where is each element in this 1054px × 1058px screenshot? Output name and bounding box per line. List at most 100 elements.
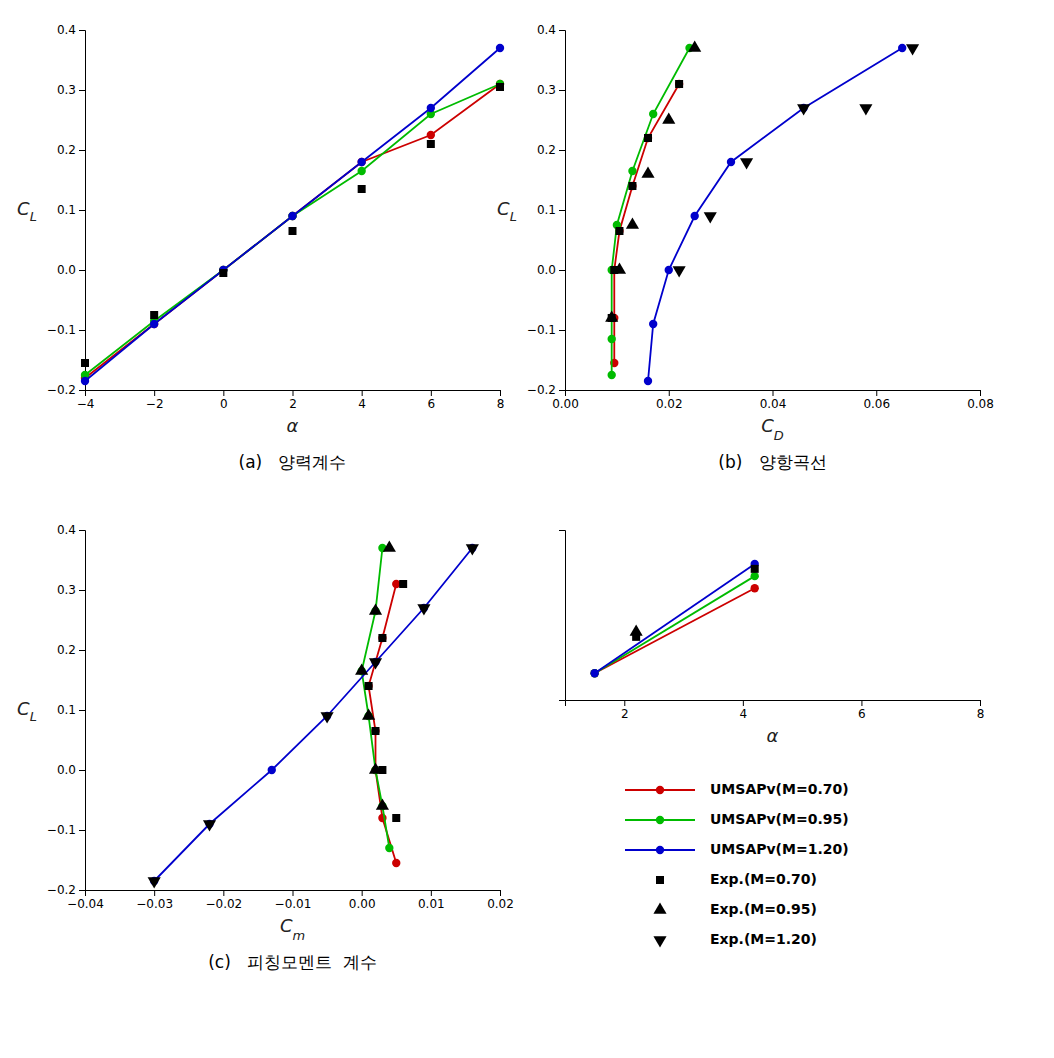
legend-label: UMSAPv(M=1.20)	[710, 841, 849, 857]
line-marker	[288, 212, 296, 220]
y-tick-mark	[559, 330, 565, 331]
series-line	[595, 576, 755, 673]
line-marker	[665, 266, 673, 274]
x-tick-mark	[980, 390, 981, 396]
series-line	[614, 84, 679, 363]
y-tick: 0.0	[57, 263, 85, 277]
line-marker	[590, 669, 598, 677]
y-tick: 0.1	[57, 203, 85, 217]
scatter-point	[427, 140, 435, 148]
line-marker	[357, 158, 365, 166]
series-line	[648, 48, 902, 381]
line-marker	[288, 212, 296, 220]
y-tick-mark	[79, 330, 85, 331]
line-marker	[288, 212, 296, 220]
x-tick: −2	[146, 390, 164, 411]
scatter-point	[289, 227, 297, 235]
panel: −4−202468−0.2−0.10.00.10.20.30.4αCL(a) 양…	[17, 23, 504, 472]
x-tick-mark	[669, 390, 670, 396]
scatter-point	[369, 762, 382, 773]
x-tick-label: 0	[220, 397, 228, 411]
y-tick-label: 0.4	[57, 523, 76, 537]
scatter-point	[376, 798, 389, 809]
x-tick: 0.04	[760, 390, 787, 411]
y-tick-label: 0.0	[537, 263, 556, 277]
x-tick-label: 0.06	[863, 397, 890, 411]
y-tick-mark	[559, 210, 565, 211]
x-axis-title: CD	[761, 415, 784, 443]
y-tick: 0.4	[57, 23, 85, 37]
legend-label: Exp.(M=1.20)	[710, 931, 817, 947]
line-marker	[644, 134, 652, 142]
scatter-point	[859, 104, 872, 115]
x-tick: 4	[740, 700, 748, 721]
x-tick-label: −0.03	[136, 897, 173, 911]
scatter-point	[372, 727, 380, 735]
series-line	[612, 48, 690, 375]
scatter-point	[321, 712, 334, 723]
scatter-point	[392, 814, 400, 822]
plot-area	[590, 560, 758, 678]
scatter-point	[203, 820, 216, 831]
line-marker	[364, 682, 372, 690]
y-tick-label: 0.1	[57, 703, 76, 717]
y-tick-mark	[79, 210, 85, 211]
x-tick-mark	[773, 390, 774, 396]
x-tick-mark	[362, 390, 363, 396]
y-tick-mark	[79, 90, 85, 91]
x-tick-mark	[500, 390, 501, 396]
series-line	[362, 548, 390, 848]
x-tick-label: −0.02	[205, 897, 242, 911]
x-tick: 0.00	[552, 390, 579, 411]
line-marker	[649, 110, 657, 118]
x-tick: 0.02	[656, 390, 683, 411]
x-tick-mark	[154, 390, 155, 396]
line-marker	[496, 44, 504, 52]
x-tick-label: 6	[858, 707, 866, 721]
plot-area	[148, 540, 479, 888]
x-tick-mark	[500, 890, 501, 896]
y-tick: −0.2	[47, 883, 85, 897]
y-tick-mark	[79, 530, 85, 531]
y-tick-label: 0.4	[537, 23, 556, 37]
y-tick-label: −0.1	[47, 823, 76, 837]
scatter-point	[399, 580, 407, 588]
scatter-point	[148, 877, 161, 888]
x-tick: 0.08	[967, 390, 994, 411]
scatter-point	[358, 185, 366, 193]
x-tick-mark	[223, 890, 224, 896]
scatter-point	[797, 104, 810, 115]
y-tick-label: 0.3	[57, 83, 76, 97]
legend-marker	[653, 936, 666, 947]
scatter-point	[417, 604, 430, 615]
y-tick: 0.2	[57, 643, 85, 657]
x-tick-mark	[980, 700, 981, 706]
series-line	[85, 84, 500, 375]
x-axis-title: α	[767, 725, 779, 746]
x-tick-mark	[861, 700, 862, 706]
y-tick-mark	[559, 90, 565, 91]
legend-label: UMSAPv(M=0.95)	[710, 811, 849, 827]
x-tick: −0.03	[136, 890, 173, 911]
legend-marker	[656, 816, 664, 824]
y-tick-label: −0.1	[527, 323, 556, 337]
scatter-point	[369, 603, 382, 614]
y-tick-label: 0.3	[57, 583, 76, 597]
x-tick: 8	[497, 390, 505, 411]
y-tick-label: 0.0	[57, 263, 76, 277]
scatter-point	[369, 658, 382, 669]
y-axis-line	[79, 531, 86, 891]
scatter-point	[605, 310, 618, 321]
y-tick-label: 0.1	[537, 203, 556, 217]
y-tick-mark	[79, 650, 85, 651]
y-tick-label: 0.4	[57, 23, 76, 37]
x-tick: −0.01	[275, 890, 312, 911]
x-tick-label: 6	[428, 397, 436, 411]
y-tick: 0.2	[57, 143, 85, 157]
scatter-point	[644, 134, 652, 142]
y-tick-mark	[79, 270, 85, 271]
y-tick-label: −0.2	[47, 883, 76, 897]
line-marker	[615, 227, 623, 235]
scatter-point	[219, 269, 227, 277]
x-tick-mark	[431, 390, 432, 396]
